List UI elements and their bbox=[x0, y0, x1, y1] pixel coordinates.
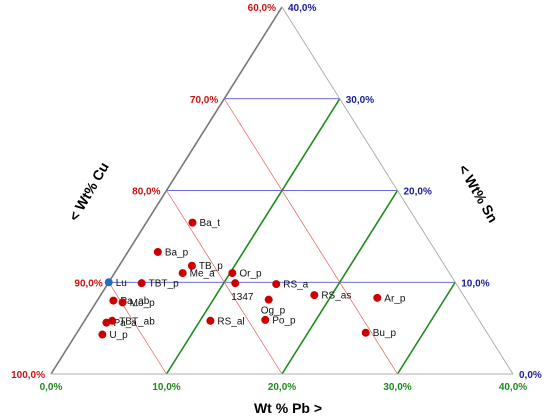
triangle-frame bbox=[50, 6, 514, 375]
data-point-label: Lu bbox=[116, 278, 127, 289]
right-edge bbox=[281, 6, 514, 375]
data-point-marker bbox=[109, 296, 118, 305]
data-point: Pa_ab bbox=[109, 296, 150, 307]
reference-point: Lu bbox=[104, 278, 127, 289]
data-point: Me_a bbox=[178, 269, 215, 280]
data-point-label: Ar_p bbox=[384, 293, 406, 304]
sn-tick-label: 30,0% bbox=[346, 95, 374, 106]
cu-tick-label: 70,0% bbox=[190, 95, 218, 106]
data-point-marker bbox=[264, 295, 273, 304]
data-point-label: 1347 bbox=[231, 292, 254, 303]
data-point: RS_as bbox=[310, 291, 351, 302]
data-point-label: RS_a bbox=[283, 280, 308, 291]
pb-gridline bbox=[165, 98, 341, 375]
cu-tick-label: 90,0% bbox=[74, 278, 102, 289]
cu-axis-title: < Wt% Cu bbox=[66, 159, 112, 223]
data-point-marker bbox=[228, 269, 237, 278]
data-point: U_p bbox=[98, 330, 128, 341]
data-point-marker bbox=[187, 261, 196, 270]
sn-tick-label: 10,0% bbox=[461, 278, 489, 289]
cu-gridline bbox=[166, 190, 283, 375]
pb-gridline bbox=[396, 281, 456, 375]
data-point-label: RS_as bbox=[321, 291, 351, 302]
data-point: Bu_p bbox=[361, 328, 397, 339]
pb-tick-label: 40,0% bbox=[499, 382, 527, 393]
data-point-label: Po_p bbox=[272, 315, 296, 326]
sn-tick-label: 20,0% bbox=[404, 187, 432, 198]
data-point: TBT_ab bbox=[108, 316, 155, 327]
data-point-label: Og_p bbox=[261, 306, 286, 317]
sn-tick-label: 40,0% bbox=[288, 3, 316, 14]
data-point-label: TB_p bbox=[199, 261, 223, 272]
pb-tick-label: 0,0% bbox=[40, 382, 63, 393]
data-point-label: Bu_p bbox=[373, 328, 397, 339]
data-point: Ar_p bbox=[373, 293, 406, 304]
data-point-label: Ba_p bbox=[165, 247, 189, 258]
data-point: TB_p bbox=[187, 261, 223, 272]
data-point: RS_al bbox=[206, 316, 245, 327]
data-point-marker bbox=[98, 330, 107, 339]
data-point-label: Or_p bbox=[239, 269, 262, 280]
pb-tick-label: 20,0% bbox=[268, 382, 296, 393]
data-point-marker bbox=[153, 247, 162, 256]
data-point-label: Ba_t bbox=[199, 218, 220, 229]
data-point: TBT_p bbox=[137, 279, 179, 290]
data-point-marker bbox=[261, 315, 270, 324]
data-point: RS_a bbox=[272, 280, 309, 291]
pb-axis-title: Wt % Pb > bbox=[254, 400, 322, 416]
data-point-marker bbox=[231, 279, 240, 288]
left-edge bbox=[50, 6, 283, 375]
cu-tick-label: 100,0% bbox=[11, 370, 45, 381]
data-point-label: Pa_a bbox=[113, 318, 137, 329]
data-point: Og_p bbox=[261, 295, 286, 317]
data-point-label: Mo_p bbox=[130, 298, 155, 309]
pb-tick-label: 10,0% bbox=[152, 382, 180, 393]
data-point-marker bbox=[272, 280, 281, 289]
data-point: Ba_t bbox=[188, 218, 220, 229]
cu-tick-label: 80,0% bbox=[132, 187, 160, 198]
data-point-label: U_p bbox=[109, 330, 128, 341]
pb-tick-label: 30,0% bbox=[383, 382, 411, 393]
data-point-label: TBT_p bbox=[149, 279, 179, 290]
sn-tick-label: 0,0% bbox=[519, 370, 542, 381]
data-point-label: RS_al bbox=[217, 316, 244, 327]
grid-lines bbox=[108, 98, 456, 375]
data-point: Ba_p bbox=[153, 247, 189, 258]
cu-gridline bbox=[108, 282, 167, 375]
data-point-label: Pa_ab bbox=[120, 296, 149, 307]
data-point-marker bbox=[373, 293, 382, 302]
data-point-marker bbox=[206, 316, 215, 325]
tick-labels: 0,0% 10,0% 20,0% 30,0% 40,0% 60,0% 70,0% 80,0% 9… bbox=[11, 3, 542, 393]
data-point-marker bbox=[137, 279, 146, 288]
data-point: Po_p bbox=[261, 315, 296, 326]
data-point-label: Me_a bbox=[190, 269, 215, 280]
reference-point-marker bbox=[104, 278, 113, 287]
data-points: Lu Ba_t Ba_p TB_pMe_a TBT_p Or_p 1347 RS_a Og_p R… bbox=[98, 218, 406, 341]
cu-tick-label: 60,0% bbox=[248, 3, 276, 14]
data-point-marker bbox=[310, 291, 319, 300]
cu-gridline bbox=[223, 98, 398, 375]
data-point-marker bbox=[118, 298, 127, 307]
data-point-marker bbox=[361, 328, 370, 337]
data-point-label: TBT_ab bbox=[119, 316, 155, 327]
data-point-marker bbox=[108, 316, 117, 325]
data-point-marker bbox=[178, 269, 187, 278]
data-point: Mo_p bbox=[118, 298, 155, 309]
data-point: Or_p bbox=[228, 269, 262, 280]
data-point-marker bbox=[188, 218, 197, 227]
data-point: 1347 bbox=[231, 279, 254, 303]
sn-axis-title: < Wt% Sn bbox=[455, 162, 501, 226]
